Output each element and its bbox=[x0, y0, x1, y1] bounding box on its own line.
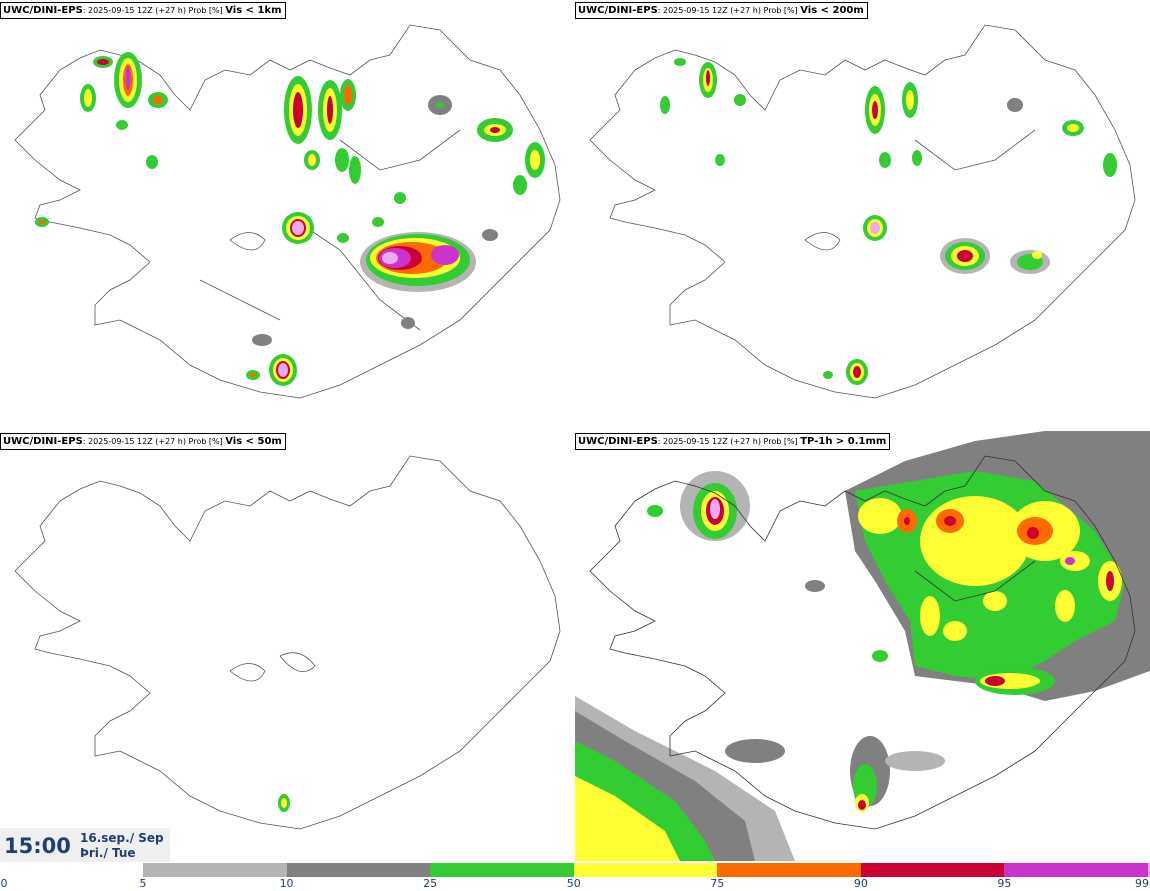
map-panel-vis-1km: UWC/DINI-EPS: 2025-09-15 12Z (+27 h) Pro… bbox=[0, 0, 575, 430]
colorbar-tick-label: 50 bbox=[566, 877, 581, 890]
panel-title: UWC/DINI-EPS: 2025-09-15 12Z (+27 h) Pro… bbox=[0, 2, 286, 19]
colorbar bbox=[0, 863, 1150, 877]
valid-date-line2: Þri./ Tue bbox=[80, 846, 136, 860]
colorbar-segment bbox=[1004, 863, 1148, 877]
map-panel-vis-50m: UWC/DINI-EPS: 2025-09-15 12Z (+27 h) Pro… bbox=[0, 431, 575, 861]
colorbar-tick-label: 75 bbox=[710, 877, 725, 890]
colorbar-tick-label: 25 bbox=[423, 877, 438, 890]
colorbar-tick-label: 95 bbox=[997, 877, 1012, 890]
coastline bbox=[14, 24, 561, 399]
coastline bbox=[589, 455, 1136, 830]
colorbar-segment bbox=[860, 863, 1005, 877]
panel-title: UWC/DINI-EPS: 2025-09-15 12Z (+27 h) Pro… bbox=[0, 433, 286, 450]
colorbar-tick-label: 0 bbox=[0, 877, 8, 890]
iceland-map bbox=[14, 24, 561, 399]
colorbar-segment bbox=[1148, 863, 1150, 877]
iceland-map bbox=[575, 431, 1150, 861]
colorbar-segment bbox=[286, 863, 431, 877]
valid-date: 16.sep./ Sep Þri./ Tue bbox=[80, 831, 164, 861]
colorbar-segment bbox=[430, 863, 574, 877]
probability-blobs bbox=[660, 58, 1117, 385]
panel-title: UWC/DINI-EPS: 2025-09-15 12Z (+27 h) Pro… bbox=[575, 433, 891, 450]
colorbar-segment bbox=[717, 863, 861, 877]
colorbar-tick-label: 10 bbox=[279, 877, 294, 890]
colorbar-tick-label: 5 bbox=[139, 877, 147, 890]
colorbar-segment bbox=[573, 863, 718, 877]
colorbar-tick-label: 99 bbox=[1135, 877, 1149, 890]
precip-field bbox=[575, 431, 1150, 861]
coastline bbox=[589, 24, 1136, 399]
panel-title: UWC/DINI-EPS: 2025-09-15 12Z (+27 h) Pro… bbox=[575, 2, 868, 19]
valid-time-box: 15:00 16.sep./ Sep Þri./ Tue bbox=[0, 828, 170, 862]
iceland-map bbox=[589, 24, 1136, 399]
colorbar-segment bbox=[143, 863, 287, 877]
colorbar-tick-label: 90 bbox=[853, 877, 868, 890]
valid-date-line1: 16.sep./ Sep bbox=[80, 831, 164, 845]
map-panel-vis-200m: UWC/DINI-EPS: 2025-09-15 12Z (+27 h) Pro… bbox=[575, 0, 1150, 430]
coastline bbox=[14, 455, 561, 830]
probability-blobs bbox=[278, 794, 290, 812]
valid-time-clock: 15:00 bbox=[4, 834, 71, 858]
iceland-map bbox=[14, 455, 561, 830]
probability-blobs bbox=[35, 52, 545, 386]
map-panel-precip: UWC/DINI-EPS: 2025-09-15 12Z (+27 h) Pro… bbox=[575, 431, 1150, 861]
